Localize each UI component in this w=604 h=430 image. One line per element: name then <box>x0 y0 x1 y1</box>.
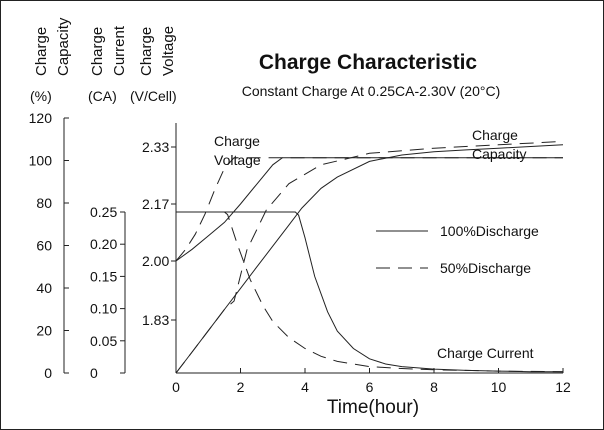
capacity-curve-100-discharge <box>175 144 564 374</box>
current-tick-label: 0.20 <box>90 236 117 252</box>
voltage-curve-100-discharge <box>175 157 563 262</box>
capacity-curve-50-discharge <box>175 140 564 374</box>
voltage-tick-label: 2.17 <box>142 196 169 212</box>
voltage-axis-label-line1: Charge <box>138 27 155 76</box>
series <box>175 140 564 374</box>
current-curve-label: Charge Current <box>437 345 534 361</box>
legend-100-discharge: 100%Discharge <box>440 223 539 239</box>
capacity-tick-label: 0 <box>44 365 52 381</box>
x-tick-label: 10 <box>491 379 507 395</box>
capacity-curve-label-line2: Capacity <box>472 146 526 162</box>
current-tick-label: 0.15 <box>90 268 117 284</box>
current-axis-label-line2: Current <box>111 25 128 76</box>
voltage-axis-unit: (V/Cell) <box>130 88 177 104</box>
capacity-axis-label-line2: Capacity <box>55 17 72 76</box>
voltage-axis-label-line2: Voltage <box>160 26 177 76</box>
voltage-curve-50-discharge <box>175 157 563 262</box>
current-axis-label-line1: Charge <box>89 27 106 76</box>
x-tick-label: 8 <box>430 379 438 395</box>
capacity-axis-unit: (%) <box>30 88 52 104</box>
x-tick-label: 12 <box>555 379 571 395</box>
current-tick-label: 0 <box>90 365 98 381</box>
capacity-tick-label: 20 <box>36 323 52 339</box>
capacity-tick-label: 60 <box>36 238 52 254</box>
voltage-curve-label-line2: Voltage <box>214 152 261 168</box>
capacity-tick-label: 100 <box>29 153 53 169</box>
current-curve-100-discharge <box>176 211 563 373</box>
current-axis-unit: (CA) <box>88 88 117 104</box>
current-tick-label: 0.10 <box>90 301 117 317</box>
capacity-curve-label-line1: Charge <box>472 127 518 143</box>
current-tick-label: 0.25 <box>90 204 117 220</box>
voltage-tick-label: 2.33 <box>142 139 169 155</box>
x-axis-label: Time(hour) <box>327 397 419 418</box>
x-tick-label: 2 <box>237 379 245 395</box>
legend-50-discharge: 50%Discharge <box>440 260 531 276</box>
chart-title: Charge Characteristic <box>259 51 478 74</box>
chart-subtitle: Constant Charge At 0.25CA-2.30V (20°C) <box>242 83 501 99</box>
x-tick-label: 6 <box>366 379 374 395</box>
voltage-tick-label: 2.00 <box>142 253 169 269</box>
x-tick-label: 0 <box>172 379 180 395</box>
capacity-tick-label: 80 <box>36 195 52 211</box>
axes: 02040608010012000.050.100.150.200.251.83… <box>29 110 571 395</box>
voltage-tick-label: 1.83 <box>142 312 169 328</box>
current-curve-50-discharge <box>176 211 564 373</box>
current-tick-label: 0.05 <box>90 333 117 349</box>
capacity-tick-label: 120 <box>29 110 53 126</box>
voltage-curve-label-line1: Charge <box>214 133 260 149</box>
capacity-tick-label: 40 <box>36 280 52 296</box>
x-tick-label: 4 <box>301 379 309 395</box>
capacity-axis-label-line1: Charge <box>33 27 50 76</box>
